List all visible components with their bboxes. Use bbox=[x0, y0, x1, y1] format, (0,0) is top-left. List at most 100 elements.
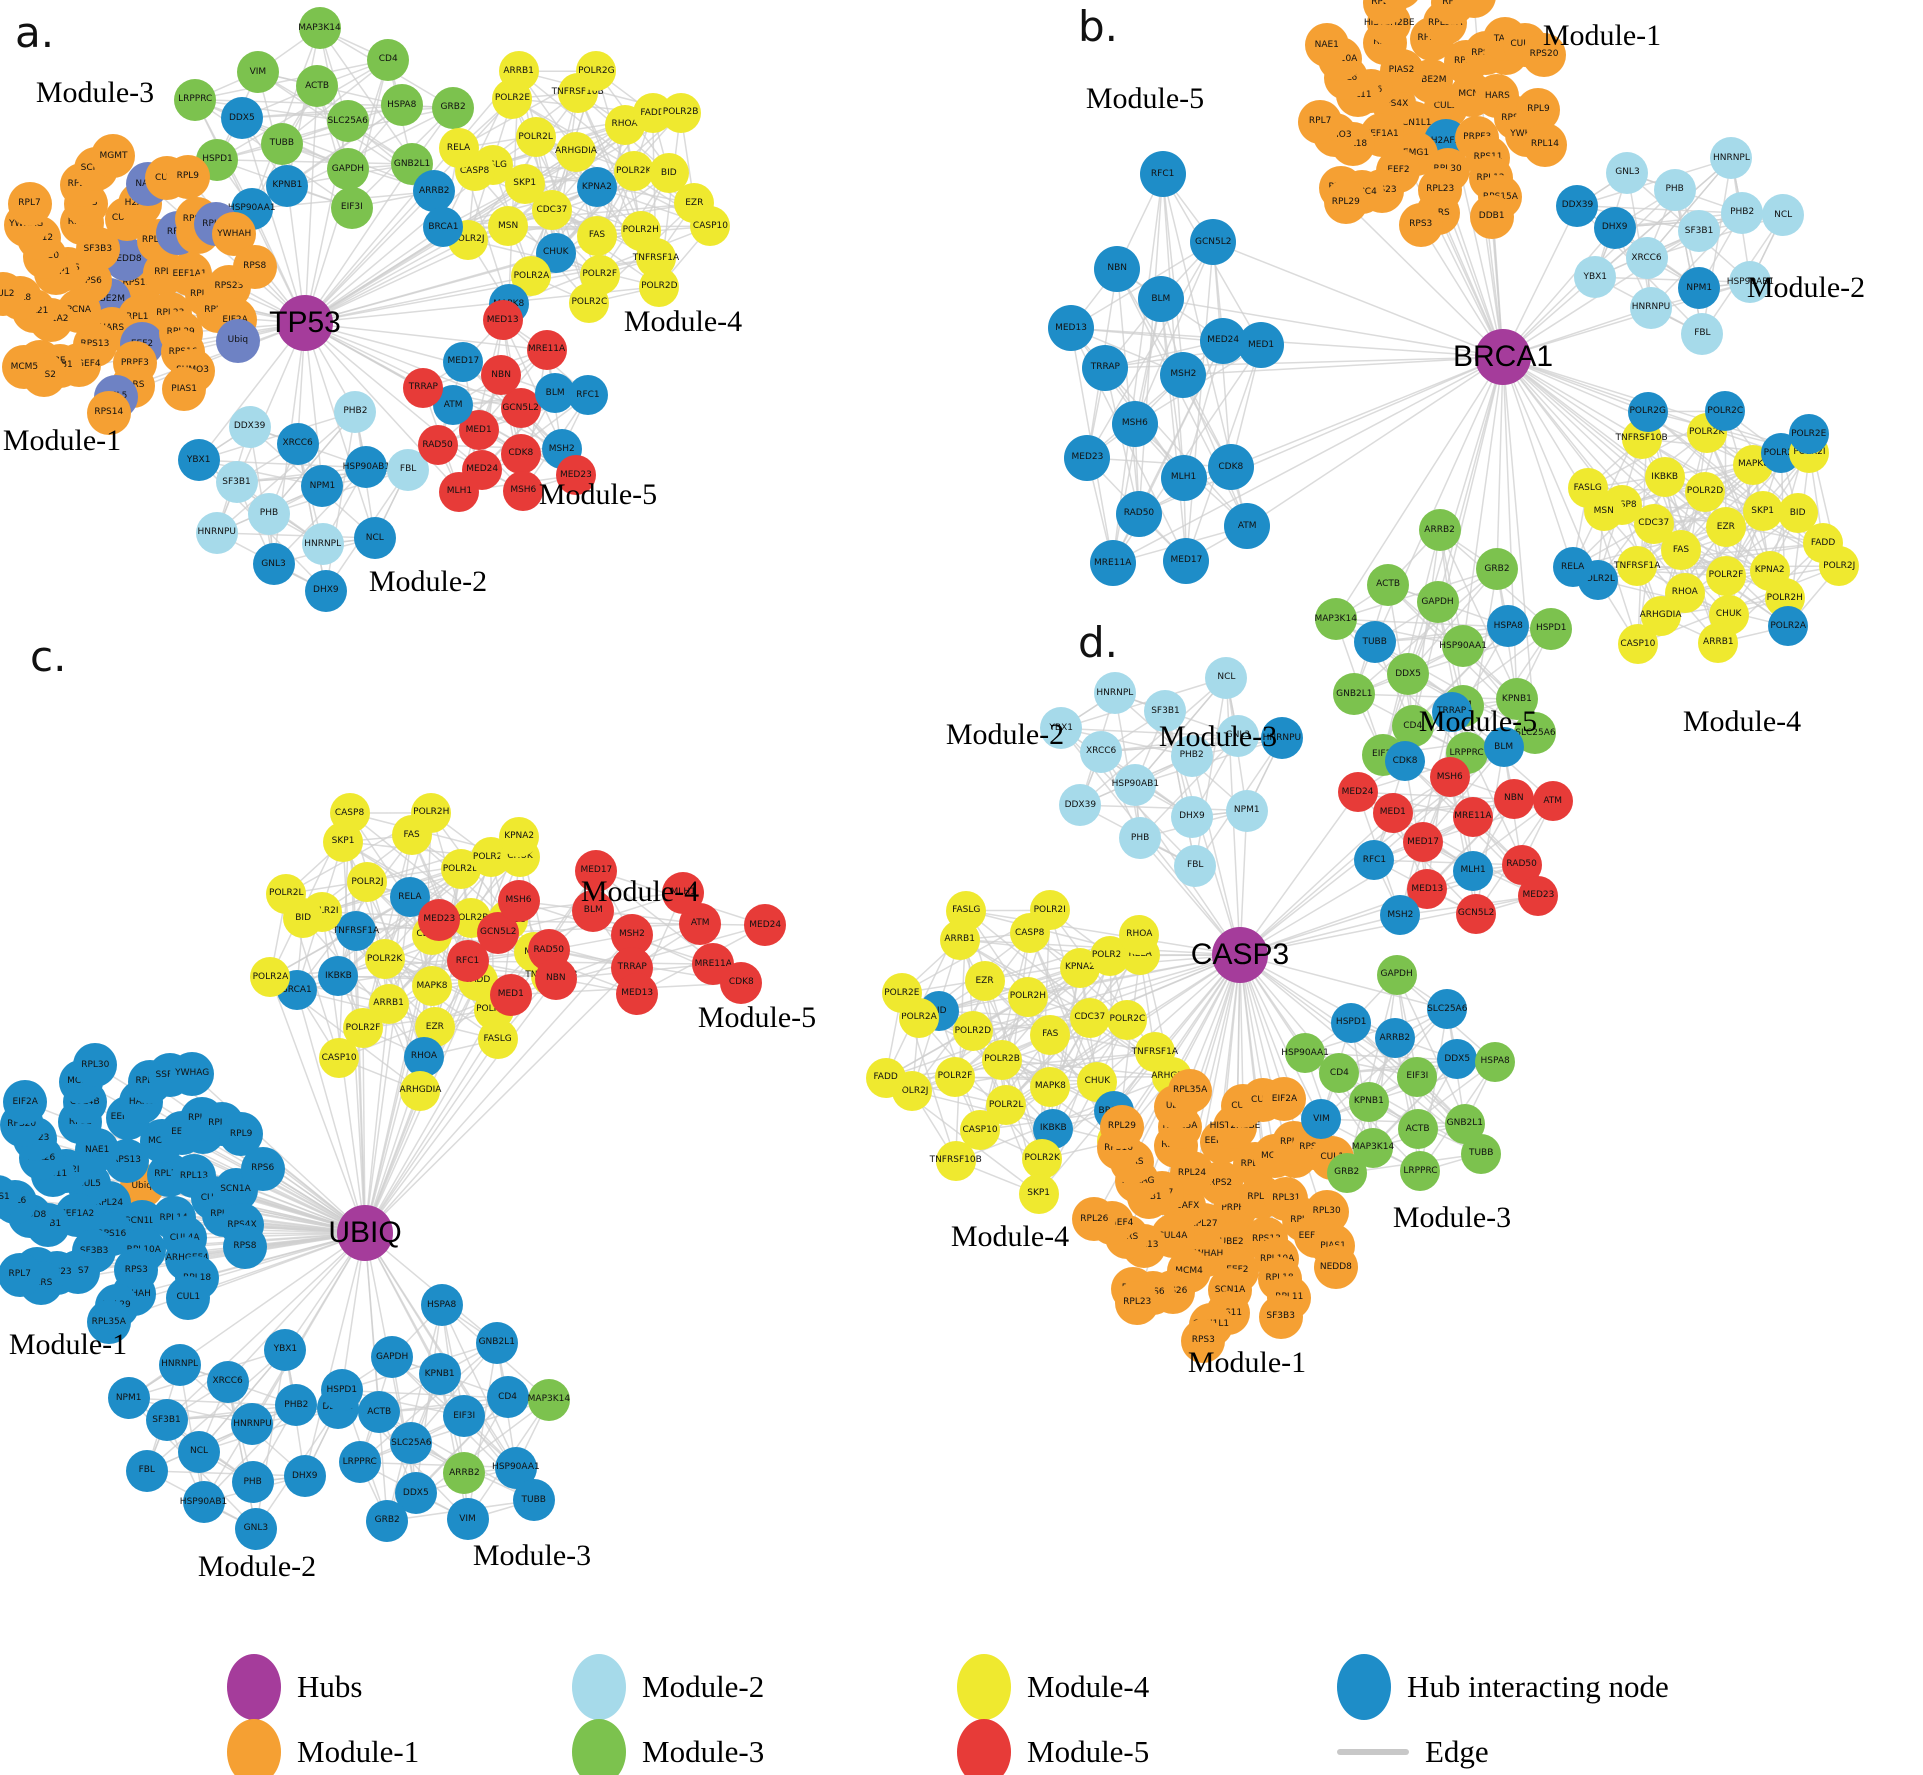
node-med1: MED1 bbox=[489, 973, 532, 1016]
node-rhoa: RHOA bbox=[1119, 914, 1160, 955]
legend-item-module-4: Module-4 bbox=[957, 1654, 1149, 1720]
legend-item-edge: Edge bbox=[1337, 1734, 1489, 1770]
node-rpl7: RPL7 bbox=[0, 1252, 42, 1297]
node-rpl7: RPL7 bbox=[7, 181, 52, 226]
node-gnb2l1: GNB2L1 bbox=[1333, 673, 1376, 716]
node-med1: MED1 bbox=[1238, 322, 1285, 369]
node-grb2: GRB2 bbox=[366, 1499, 409, 1542]
node-rela: RELA bbox=[1552, 547, 1593, 588]
node-med1: MED1 bbox=[458, 410, 499, 451]
node-polr2c: POLR2C bbox=[569, 282, 610, 323]
edge bbox=[437, 444, 562, 450]
node-rpl5: RPL5 bbox=[1377, 0, 1422, 9]
node-sf3b1: SF3B1 bbox=[1678, 210, 1721, 253]
edge bbox=[364, 966, 633, 1234]
node-med17: MED17 bbox=[1163, 537, 1210, 584]
module-label: Module-5 bbox=[697, 1001, 817, 1034]
node-tubb: TUBB bbox=[512, 1479, 555, 1522]
node-cdc37: CDC37 bbox=[1069, 997, 1110, 1038]
node-med13: MED13 bbox=[482, 300, 523, 341]
hubs-swatch-icon bbox=[227, 1654, 281, 1720]
node-grb2: GRB2 bbox=[1476, 548, 1518, 591]
node-hsp90aa1: HSP90AA1 bbox=[1439, 625, 1487, 668]
node-phb: PHB bbox=[1653, 168, 1696, 211]
node-med24: MED24 bbox=[744, 904, 787, 947]
node-med23: MED23 bbox=[555, 455, 596, 496]
module-label: Module-3 bbox=[1158, 720, 1278, 753]
node-polr2a: POLR2A bbox=[1768, 606, 1809, 647]
node-gnl3: GNL3 bbox=[234, 1507, 277, 1550]
node-map3k14: MAP3K14 bbox=[1314, 598, 1357, 641]
edge bbox=[304, 322, 547, 351]
node-hsp90ab1: HSP90AB1 bbox=[1112, 763, 1159, 806]
node-xrcc6: XRCC6 bbox=[276, 422, 319, 465]
edge bbox=[216, 532, 375, 539]
node-fbl: FBL bbox=[1681, 312, 1724, 355]
node-rpl7: RPL7 bbox=[1298, 99, 1343, 144]
module-label: Module-4 bbox=[1682, 705, 1802, 738]
edge bbox=[1502, 356, 1537, 734]
node-gnl3: GNL3 bbox=[252, 543, 295, 586]
node-mlh1: MLH1 bbox=[439, 471, 480, 512]
node-msh6: MSH6 bbox=[503, 470, 544, 511]
edge bbox=[269, 976, 366, 1234]
panel-letter: b. bbox=[1078, 2, 1119, 51]
legend-label-hubs: Hubs bbox=[297, 1669, 363, 1704]
node-arrb1: ARRB1 bbox=[498, 51, 539, 92]
node-ddb1: DDB1 bbox=[1469, 194, 1514, 239]
node-npm1: NPM1 bbox=[1225, 789, 1268, 832]
node-rps14: RPS14 bbox=[86, 390, 131, 435]
node-rad50: RAD50 bbox=[417, 425, 458, 466]
node-actb: ACTB bbox=[1397, 1109, 1438, 1150]
node-rpl29: RPL29 bbox=[1099, 1104, 1144, 1149]
edge bbox=[1138, 174, 1164, 514]
node-med17: MED17 bbox=[1403, 822, 1444, 863]
edge bbox=[1087, 457, 1231, 468]
edge bbox=[438, 1374, 469, 1520]
edge bbox=[1496, 356, 1504, 570]
module-label: Module-4 bbox=[580, 875, 700, 908]
node-atm: ATM bbox=[1532, 781, 1573, 822]
edge bbox=[1112, 356, 1504, 565]
node-hnrnpu: HNRNPU bbox=[195, 511, 238, 554]
node-npm1: NPM1 bbox=[301, 465, 344, 508]
edge bbox=[1239, 812, 1394, 956]
node-polr2i: POLR2I bbox=[1029, 890, 1070, 931]
node-polr2j: POLR2J bbox=[347, 862, 388, 903]
node-polr2c: POLR2C bbox=[1107, 999, 1148, 1040]
edge bbox=[1502, 356, 1518, 700]
node-gapdh: GAPDH bbox=[371, 1336, 414, 1379]
node-med24: MED24 bbox=[1337, 772, 1378, 813]
node-phb: PHB bbox=[231, 1461, 274, 1504]
hub-node-tp53 bbox=[277, 295, 333, 351]
node-rps20: RPS20 bbox=[1522, 32, 1567, 77]
node-cd4: CD4 bbox=[1319, 1053, 1360, 1094]
node-fbl: FBL bbox=[1174, 844, 1217, 887]
node-polr2k: POLR2K bbox=[613, 151, 654, 192]
node-rpl9: RPL9 bbox=[165, 154, 210, 199]
edge bbox=[227, 1232, 366, 1383]
node-polr2b: POLR2B bbox=[982, 1039, 1023, 1080]
edge bbox=[1462, 356, 1504, 647]
node-eif2a: EIF2A bbox=[1262, 1077, 1307, 1122]
module-label: Module-2 bbox=[1746, 271, 1866, 304]
node-ncl: NCL bbox=[353, 517, 396, 560]
node-cdk8: CDK8 bbox=[500, 433, 541, 474]
node-hnrnpl: HNRNPL bbox=[301, 523, 344, 566]
node-eif3i: EIF3I bbox=[443, 1395, 486, 1438]
edge bbox=[1449, 776, 1477, 915]
edge bbox=[1164, 711, 1196, 867]
node-lrpprc: LRPPRC bbox=[1400, 1151, 1441, 1192]
node-dhx9: DHX9 bbox=[1170, 795, 1213, 838]
edge bbox=[108, 1232, 366, 1324]
node-cdc37: CDC37 bbox=[531, 190, 572, 231]
panel-letter: a. bbox=[15, 8, 55, 57]
node-cul1: CUL1 bbox=[166, 1275, 211, 1320]
edge bbox=[1038, 954, 1241, 1195]
node-map3k14: MAP3K14 bbox=[298, 7, 341, 50]
edge bbox=[1213, 241, 1504, 358]
node-dhx9: DHX9 bbox=[1593, 206, 1636, 249]
node-nedd8: NEDD8 bbox=[1313, 1245, 1358, 1290]
node-ybx1: YBX1 bbox=[177, 439, 220, 482]
edge bbox=[251, 28, 321, 209]
